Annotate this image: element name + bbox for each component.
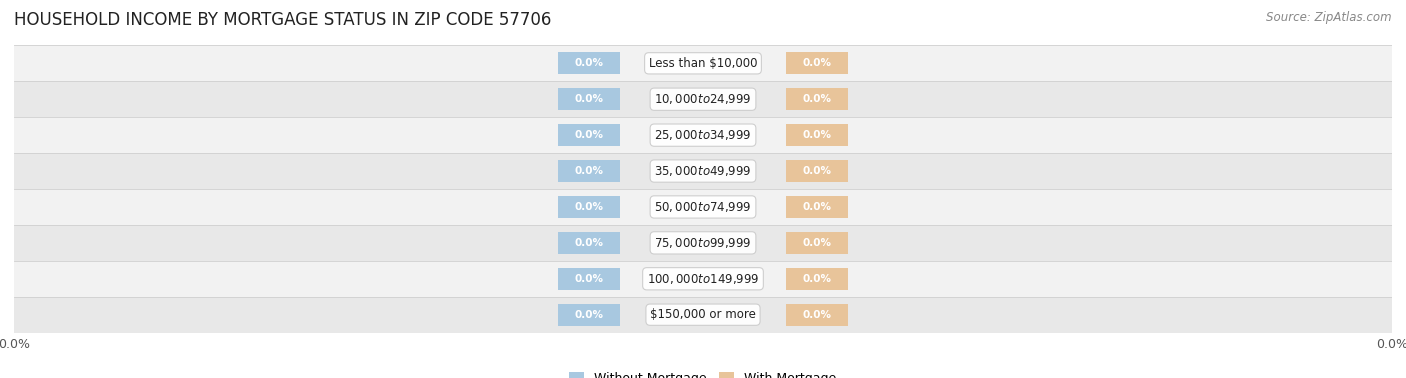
- Text: 0.0%: 0.0%: [803, 58, 831, 68]
- Bar: [558, 196, 620, 218]
- Text: 0.0%: 0.0%: [575, 166, 603, 176]
- Bar: [558, 232, 620, 254]
- Bar: [558, 88, 620, 110]
- Text: Source: ZipAtlas.com: Source: ZipAtlas.com: [1267, 11, 1392, 24]
- Text: 0.0%: 0.0%: [803, 130, 831, 140]
- Bar: [558, 160, 620, 182]
- Bar: [786, 160, 848, 182]
- Bar: [14, 297, 1392, 333]
- Text: 0.0%: 0.0%: [803, 310, 831, 320]
- Text: $10,000 to $24,999: $10,000 to $24,999: [654, 92, 752, 106]
- Text: 0.0%: 0.0%: [803, 94, 831, 104]
- Text: 0.0%: 0.0%: [803, 202, 831, 212]
- Bar: [786, 88, 848, 110]
- Text: 0.0%: 0.0%: [575, 130, 603, 140]
- Text: 0.0%: 0.0%: [575, 310, 603, 320]
- Text: HOUSEHOLD INCOME BY MORTGAGE STATUS IN ZIP CODE 57706: HOUSEHOLD INCOME BY MORTGAGE STATUS IN Z…: [14, 11, 551, 29]
- Text: $25,000 to $34,999: $25,000 to $34,999: [654, 128, 752, 142]
- Bar: [786, 124, 848, 146]
- Bar: [786, 232, 848, 254]
- Legend: Without Mortgage, With Mortgage: Without Mortgage, With Mortgage: [564, 367, 842, 378]
- Bar: [558, 268, 620, 290]
- Bar: [14, 225, 1392, 261]
- Bar: [558, 124, 620, 146]
- Bar: [558, 52, 620, 74]
- Text: 0.0%: 0.0%: [575, 274, 603, 284]
- Text: 0.0%: 0.0%: [575, 238, 603, 248]
- Bar: [786, 196, 848, 218]
- Text: 0.0%: 0.0%: [575, 94, 603, 104]
- Text: 0.0%: 0.0%: [575, 58, 603, 68]
- Text: 0.0%: 0.0%: [803, 166, 831, 176]
- Text: Less than $10,000: Less than $10,000: [648, 57, 758, 70]
- Text: $75,000 to $99,999: $75,000 to $99,999: [654, 236, 752, 250]
- Text: 0.0%: 0.0%: [803, 274, 831, 284]
- Bar: [14, 189, 1392, 225]
- Bar: [14, 81, 1392, 117]
- Bar: [786, 268, 848, 290]
- Bar: [14, 45, 1392, 81]
- Text: $50,000 to $74,999: $50,000 to $74,999: [654, 200, 752, 214]
- Text: $35,000 to $49,999: $35,000 to $49,999: [654, 164, 752, 178]
- Bar: [558, 304, 620, 326]
- Bar: [14, 117, 1392, 153]
- Text: $100,000 to $149,999: $100,000 to $149,999: [647, 272, 759, 286]
- Text: $150,000 or more: $150,000 or more: [650, 308, 756, 321]
- Bar: [786, 304, 848, 326]
- Bar: [14, 153, 1392, 189]
- Text: 0.0%: 0.0%: [575, 202, 603, 212]
- Bar: [14, 261, 1392, 297]
- Text: 0.0%: 0.0%: [803, 238, 831, 248]
- Bar: [786, 52, 848, 74]
